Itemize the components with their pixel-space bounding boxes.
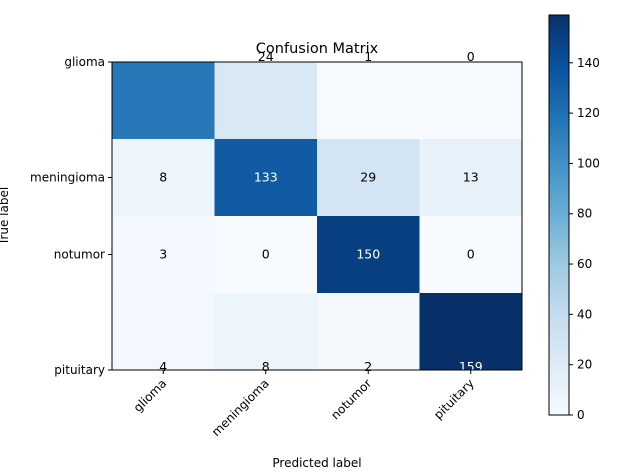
cell-label-meningioma-pituitary: 13: [463, 170, 479, 185]
heatmap-cell-notumor-pituitary: [419, 216, 523, 294]
plot-frame: [111, 61, 523, 371]
cell-value-labels: 24 1 08 133 29 133 0 150 04 8 2 159: [159, 49, 482, 374]
x-tick-label-pituitary: pituitary: [431, 376, 477, 422]
heatmap-cell-glioma-glioma: [112, 62, 215, 140]
cell-label-notumor-notumor: 150: [356, 247, 380, 262]
heatmap-cell-glioma-pituitary: [419, 62, 523, 140]
heatmap-cell-glioma-meningioma: [214, 62, 318, 140]
cell-label-meningioma-glioma: 8: [159, 170, 167, 185]
colorbar-tick-label: 20: [577, 358, 592, 372]
heatmap-cell-meningioma-meningioma: [214, 139, 318, 217]
colorbar-tick-label: 40: [577, 307, 592, 321]
y-tick-label-pituitary: pituitary: [54, 363, 105, 377]
cell-label-pituitary-notumor: 2: [364, 359, 372, 374]
x-tick-label-glioma: glioma: [131, 376, 170, 415]
cell-label-meningioma-notumor: 29: [360, 170, 376, 185]
heatmap-cell-pituitary-notumor: [317, 293, 420, 371]
heatmap-cell-meningioma-pituitary: [419, 139, 523, 217]
heatmap-cell-meningioma-glioma: [112, 139, 215, 217]
colorbar-tick-label: 120: [577, 106, 600, 120]
heatmap-cell-notumor-notumor: [317, 216, 420, 294]
x-tick-label-notumor: notumor: [328, 376, 374, 422]
y-axis-label: True label: [0, 187, 11, 246]
heatmap-cell-pituitary-glioma: [112, 293, 215, 371]
cell-label-meningioma-meningioma: 133: [254, 170, 278, 185]
heatmap-cell-pituitary-meningioma: [214, 293, 318, 371]
y-tick-label-notumor: notumor: [54, 248, 105, 262]
x-axis-label: Predicted label: [272, 456, 361, 470]
colorbar-tick-label: 60: [577, 257, 592, 271]
colorbar: 0 20 40 60 80 100 120 140: [548, 14, 600, 422]
heatmap-cell-notumor-meningioma: [214, 216, 318, 294]
colorbar-tick-label: 100: [577, 156, 600, 170]
y-tick-label-glioma: glioma: [64, 55, 105, 69]
colorbar-tick-label: 80: [577, 207, 592, 221]
heatmap-cell-meningioma-notumor: [317, 139, 420, 217]
cell-label-pituitary-glioma: 4: [159, 359, 167, 374]
cell-label-notumor-pituitary: 0: [467, 247, 475, 262]
heatmap-cells: [112, 62, 523, 371]
heatmap-cell-pituitary-pituitary: [419, 293, 523, 371]
chart-title: Confusion Matrix: [256, 41, 379, 57]
y-tick-label-meningioma: meningioma: [30, 171, 105, 185]
y-axis-ticks: glioma meningioma notumor pituitary: [30, 55, 112, 377]
heatmap-cell-notumor-glioma: [112, 216, 215, 294]
cell-label-notumor-meningioma: 0: [262, 247, 270, 262]
cell-label-glioma-notumor: 1: [364, 49, 372, 64]
cell-label-pituitary-meningioma: 8: [262, 359, 270, 374]
colorbar-ticks: 0 20 40 60 80 100 120 140: [569, 56, 600, 422]
colorbar-tick-label: 140: [577, 56, 600, 70]
cell-label-glioma-pituitary: 0: [467, 49, 475, 64]
cell-label-glioma-meningioma: 24: [258, 49, 274, 64]
x-axis-ticks: glioma meningioma notumor pituitary: [131, 370, 477, 439]
colorbar-gradient: [548, 14, 570, 416]
x-tick-label-meningioma: meningioma: [209, 376, 272, 439]
heatmap-cell-glioma-notumor: [317, 62, 420, 140]
colorbar-tick-label: 0: [577, 408, 585, 422]
cell-label-notumor-glioma: 3: [159, 247, 167, 262]
